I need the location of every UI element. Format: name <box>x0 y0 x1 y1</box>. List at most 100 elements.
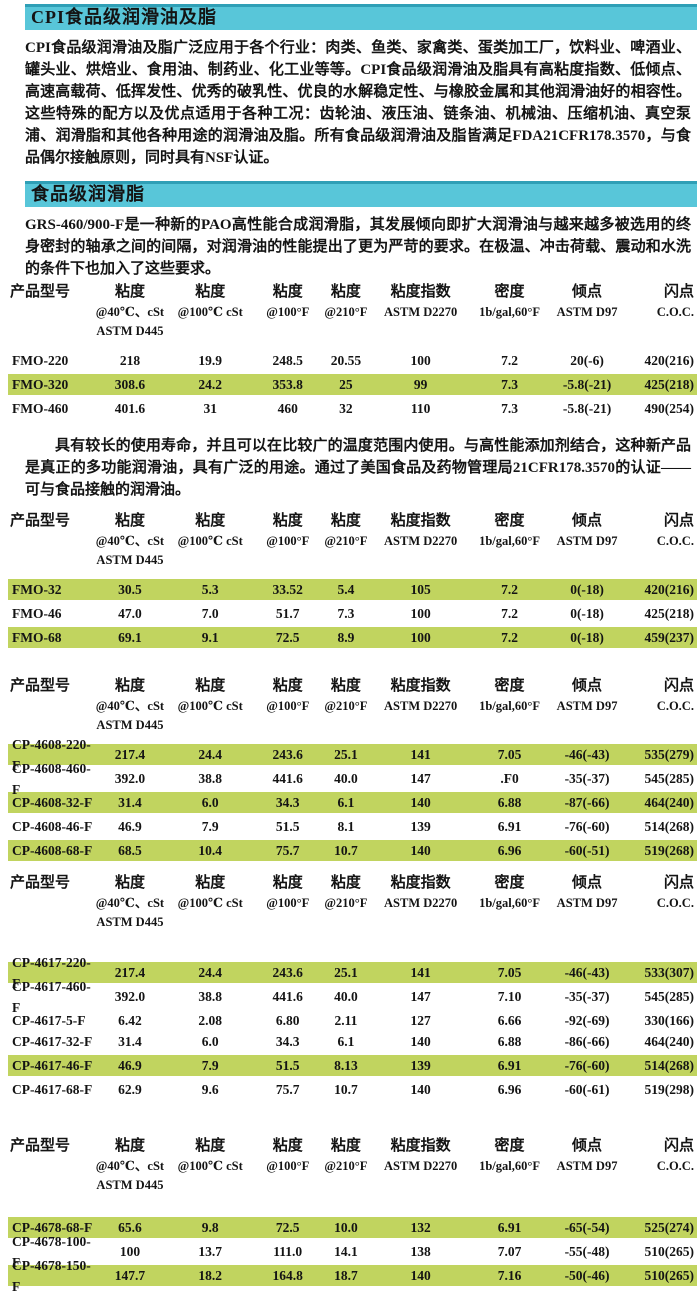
column-header-title: 倾点 <box>572 513 603 529</box>
cell-value: 545(285) <box>644 989 694 1004</box>
column-header-subtitle: ASTM D2270 <box>384 534 458 548</box>
table-row: CP-4617-68-F 62.9 9.6 75.7 10.7 140 6.96 -60(-6… <box>8 1079 697 1100</box>
cell-value: 75.7 <box>275 1082 300 1097</box>
spec-table-cp4608: 产品型号 粘度 @40℃、cSt ASTM D445 粘度 @100℃ cSt 粘度 @100… <box>8 676 697 861</box>
product-model: CP-4617-220-F <box>12 954 91 991</box>
cell-value: -76(-60) <box>564 819 610 834</box>
cell-value: 425(218) <box>644 377 694 392</box>
cell-value: 9.6 <box>201 1082 219 1097</box>
column-header: 粘度 @100°F <box>255 1136 320 1176</box>
column-header: 粘度 @100℃ cSt <box>165 873 255 913</box>
column-header: 粘度 @40℃、cSt ASTM D445 <box>95 873 165 932</box>
column-header: 产品型号 <box>8 676 95 697</box>
table-row: CP-4678-100-F 100 13.7 111.0 14.1 138 7.07 -55(… <box>8 1234 697 1270</box>
cell-value: 139 <box>410 1058 431 1073</box>
cell-value: 420(216) <box>644 582 694 597</box>
cell-value: 38.8 <box>198 771 223 786</box>
column-header-title: 粘度 <box>195 513 226 529</box>
cell-value: 141 <box>410 747 431 762</box>
cell-value: -50(-46) <box>564 1268 610 1283</box>
cell-value: 533(307) <box>644 965 694 980</box>
table-row: FMO-46 47.0 7.0 51.7 7.3 100 7.2 0(-18) 425(218) <box>8 603 697 624</box>
product-model: CP-4608-32-F <box>12 795 93 810</box>
cell-value: 25 <box>339 377 353 392</box>
cell-value: -92(-69) <box>564 1013 610 1028</box>
column-header-subtitle: @40℃、cSt <box>95 534 165 548</box>
column-header-title: 闪点 <box>663 284 694 300</box>
cell-value: 164.8 <box>272 1268 303 1283</box>
cell-value: -86(-66) <box>564 1034 610 1049</box>
cell-value: 46.9 <box>118 819 142 834</box>
table-row: CP-4617-46-F 46.9 7.9 51.5 8.13 139 6.91 -76(-6… <box>8 1055 697 1076</box>
column-header-title: 粘度指数 <box>390 513 451 529</box>
cell-value: 6.96 <box>497 843 522 858</box>
cell-value: 217.4 <box>114 965 146 980</box>
cell-value: 24.2 <box>198 377 223 392</box>
column-header-subtitle: 1b/gal,60°F <box>479 699 541 713</box>
column-header: 密度 1b/gal,60°F <box>470 676 550 716</box>
product-model: CP-4608-220-F <box>12 736 91 773</box>
cell-value: 6.0 <box>201 795 219 810</box>
cell-value: 8.13 <box>334 1058 358 1073</box>
table-header-row: 产品型号 粘度 @40℃、cSt ASTM D445 粘度 @100℃ cSt 粘度 @100… <box>8 873 697 932</box>
column-header: 粘度 @210°F <box>320 282 372 322</box>
column-header-subtitle: ASTM D97 <box>556 534 618 548</box>
column-header-title: 粘度指数 <box>390 1138 451 1154</box>
column-header: 粘度 @40℃、cSt ASTM D445 <box>95 1136 165 1195</box>
table-row: CP-4608-46-F 46.9 7.9 51.5 8.1 139 6.91 -76(-60… <box>8 816 697 837</box>
column-header-subtitle: ASTM D2270 <box>384 305 458 319</box>
column-header-title: 粘度 <box>114 1138 145 1154</box>
cell-value: 147.7 <box>114 1268 146 1283</box>
column-header: 产品型号 <box>8 1136 95 1157</box>
section-title: 食品级润滑脂 <box>31 184 145 204</box>
table-row: CP-4608-460-F 392.0 38.8 441.6 40.0 147 .F0 -35… <box>8 761 697 797</box>
column-header-subtitle: @100°F <box>266 699 310 713</box>
cell-value: 7.9 <box>201 819 219 834</box>
column-header: 倾点 ASTM D97 <box>550 511 625 551</box>
cell-value: -60(-51) <box>564 843 610 858</box>
column-header: 闪点 C.O.C. <box>625 282 697 322</box>
column-header-subtitle: @40℃、cSt <box>95 305 165 319</box>
column-header-subtitle: 1b/gal,60°F <box>479 305 541 319</box>
column-header: 粘度 @100℃ cSt <box>165 282 255 322</box>
cell-value: 18.2 <box>198 1268 223 1283</box>
table-row: CP-4617-220-F 217.4 24.4 243.6 25.1 141 7.05 -4… <box>8 955 697 991</box>
cell-value: 51.7 <box>275 606 300 621</box>
product-model: FMO-320 <box>12 377 69 392</box>
cell-value: 6.1 <box>337 795 355 810</box>
column-header-subtitle: @100℃ cSt <box>177 1159 243 1173</box>
product-model: CP-4608-68-F <box>12 843 93 858</box>
table-header-row: 产品型号 粘度 @40℃、cSt ASTM D445 粘度 @100℃ cSt 粘度 @100… <box>8 1136 697 1195</box>
spec-table-fmo-heavy: 产品型号 粘度 @40℃、cSt ASTM D445 粘度 @100℃ cSt 粘度 @100… <box>8 282 697 419</box>
column-header: 粘度 @100℃ cSt <box>165 511 255 551</box>
cell-value: 140 <box>410 1082 431 1097</box>
column-header-title: 粘度指数 <box>390 284 451 300</box>
column-header: 闪点 C.O.C. <box>625 511 697 551</box>
cell-value: 6.42 <box>118 1013 142 1028</box>
column-header-title: 粘度 <box>114 284 145 300</box>
cell-value: -35(-37) <box>564 989 610 1004</box>
column-header-subtitle: @210°F <box>324 699 368 713</box>
table-header-row: 产品型号 粘度 @40℃、cSt ASTM D445 粘度 @100℃ cSt 粘度 @100… <box>8 282 697 341</box>
column-header-subtitle: ASTM D97 <box>556 1159 618 1173</box>
cell-value: 46.9 <box>118 1058 142 1073</box>
column-header: 粘度 @210°F <box>320 511 372 551</box>
column-header-title: 粘度 <box>330 678 361 694</box>
column-header: 粘度 @100°F <box>255 511 320 551</box>
column-header-subtitle: @210°F <box>324 1159 368 1173</box>
cell-value: 147 <box>410 989 431 1004</box>
column-header: 粘度指数 ASTM D2270 <box>372 511 470 551</box>
column-header: 粘度 @100°F <box>255 873 320 913</box>
cell-value: -35(-37) <box>564 771 610 786</box>
cell-value: 0(-18) <box>570 606 604 621</box>
column-header-subtitle: C.O.C. <box>656 1159 694 1173</box>
table-row: CP-4608-68-F 68.5 10.4 75.7 10.7 140 6.96 -60(-… <box>8 840 697 861</box>
cell-value: 69.1 <box>118 630 142 645</box>
column-header: 倾点 ASTM D97 <box>550 676 625 716</box>
cell-value: 24.4 <box>198 965 223 980</box>
column-header-subtitle: @100°F <box>266 305 310 319</box>
cell-value: 330(166) <box>644 1013 694 1028</box>
cell-value: 10.7 <box>334 843 358 858</box>
column-header-subtitle: @100℃ cSt <box>177 699 243 713</box>
cell-value: 545(285) <box>644 771 694 786</box>
